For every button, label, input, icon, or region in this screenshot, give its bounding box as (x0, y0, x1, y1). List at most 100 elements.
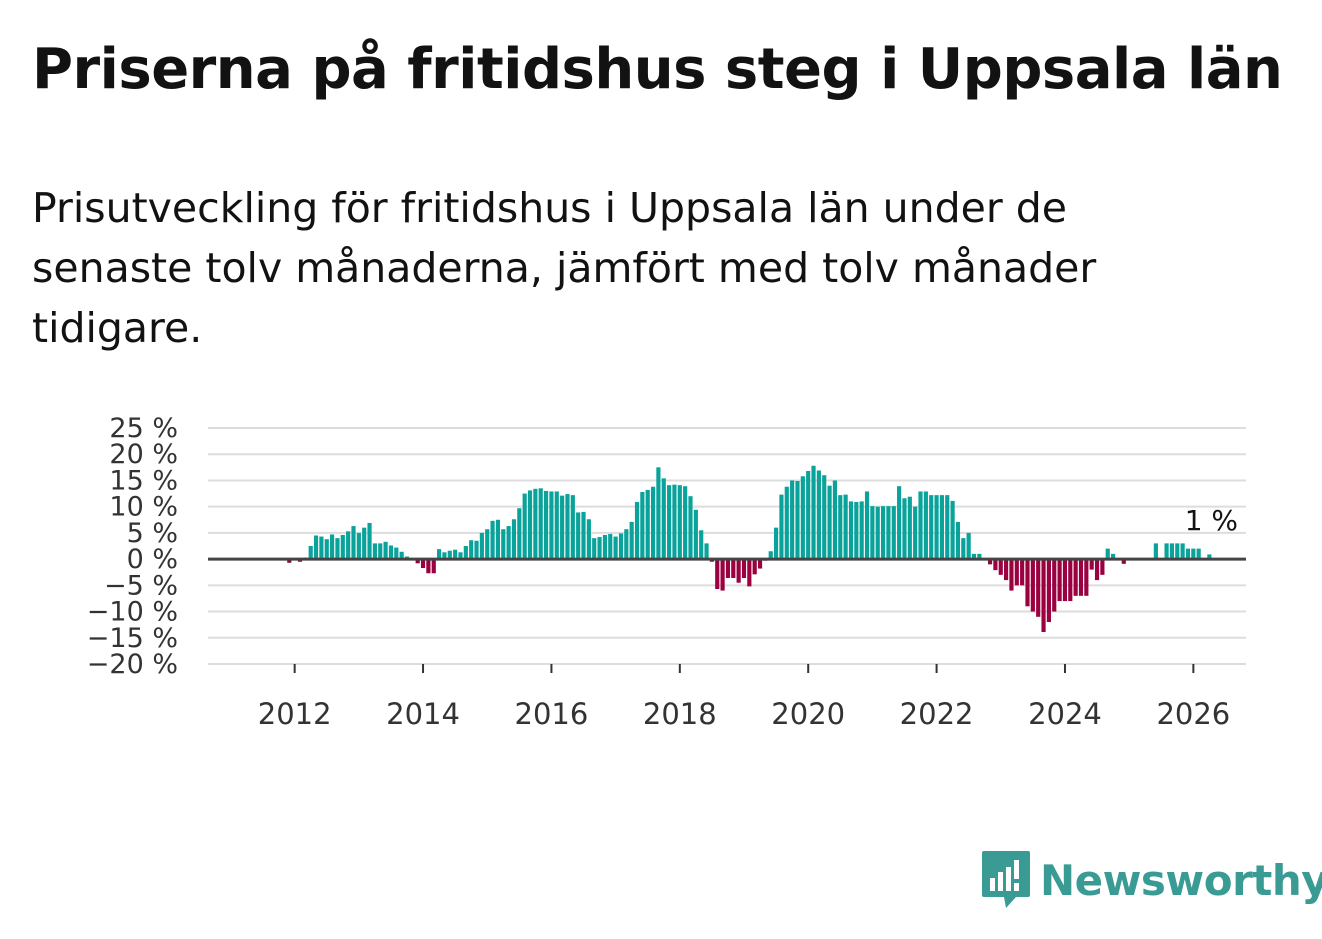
bar (784, 486, 789, 560)
bar (527, 490, 533, 560)
bar (367, 522, 372, 560)
bar (859, 501, 864, 560)
bar (816, 470, 821, 560)
bar (474, 540, 479, 560)
bar (1084, 559, 1089, 596)
bar (576, 512, 581, 560)
bar (870, 506, 875, 560)
bar (811, 465, 816, 560)
bar (351, 526, 356, 560)
bar (918, 491, 923, 560)
bar (372, 543, 377, 560)
bar (538, 488, 543, 560)
bar (720, 559, 725, 591)
bar (838, 495, 843, 560)
y-tick-label: 10 % (109, 492, 178, 523)
chart-subtitle: Prisutveckling för fritidshus i Uppsala … (32, 184, 1097, 352)
bar (490, 520, 495, 560)
y-axis-labels: 25 %20 %15 %10 %5 %0 %−5 %−10 %−15 %−20 … (87, 413, 178, 680)
bar (1052, 559, 1057, 612)
bar (987, 559, 993, 565)
bar (356, 532, 361, 560)
last-value-label: 1 % (1185, 504, 1238, 537)
bar (1105, 548, 1110, 560)
bar (773, 527, 779, 560)
bar (581, 511, 586, 560)
bar (939, 495, 944, 560)
bar (597, 537, 602, 560)
y-tick-label: 5 % (127, 518, 178, 549)
bar (447, 550, 452, 560)
bar (688, 496, 693, 560)
bar-chart: 25 %20 %15 %10 %5 %0 %−5 %−10 %−15 %−20 … (87, 413, 1246, 731)
bar (1009, 559, 1014, 591)
bar (768, 551, 773, 560)
bar (549, 491, 554, 560)
newsworthy-logo: Newsworthy (982, 850, 1322, 910)
bar (319, 536, 324, 560)
bar (1041, 559, 1046, 633)
bar (752, 559, 757, 575)
bar (902, 498, 907, 560)
bar (1175, 543, 1180, 560)
x-tick-label: 2018 (643, 697, 717, 731)
bar (1004, 559, 1009, 581)
bar (554, 491, 559, 560)
y-tick-label: −10 % (87, 597, 178, 628)
bar (934, 495, 939, 560)
y-tick-label: −5 % (104, 570, 178, 601)
bar (1020, 559, 1025, 586)
bar (420, 559, 426, 569)
bar (479, 532, 484, 560)
bar (511, 519, 517, 560)
bar (560, 495, 565, 560)
bar (854, 501, 859, 560)
bar (1036, 559, 1041, 617)
bar (618, 533, 624, 560)
bar (741, 559, 747, 578)
bar (313, 535, 319, 560)
bar (790, 480, 795, 560)
bar (715, 559, 720, 590)
bar (1046, 559, 1051, 623)
bar (629, 521, 634, 560)
bar (1094, 559, 1100, 581)
bar (634, 501, 640, 560)
bar (1025, 559, 1030, 607)
bar (880, 506, 886, 560)
bar (843, 494, 848, 560)
bar (795, 480, 800, 560)
bar (800, 476, 805, 560)
bar (1196, 548, 1201, 560)
bar (640, 491, 645, 560)
newsworthy-logo-icon (982, 851, 1030, 908)
bar (1073, 559, 1078, 596)
bar (966, 532, 971, 560)
bar (747, 559, 752, 587)
bar (485, 529, 490, 560)
bar (533, 488, 538, 560)
bar (602, 534, 607, 560)
bar (340, 534, 345, 560)
bar (736, 559, 741, 583)
x-tick-label: 2022 (900, 697, 974, 731)
bar (522, 493, 527, 560)
bar (362, 527, 367, 560)
bar (437, 549, 442, 560)
bar (501, 529, 506, 560)
bar (886, 506, 891, 560)
bar (1121, 559, 1126, 564)
bar (672, 484, 677, 560)
bar (1057, 559, 1062, 602)
bar (453, 549, 458, 560)
bar (656, 467, 661, 560)
bar (955, 521, 961, 560)
bar (757, 559, 763, 569)
bar (506, 526, 511, 560)
bar (1180, 543, 1185, 560)
x-tick-label: 2014 (386, 697, 460, 731)
bar (1169, 543, 1175, 560)
bar (394, 547, 399, 560)
bar (1164, 543, 1169, 560)
bar (1030, 559, 1035, 612)
